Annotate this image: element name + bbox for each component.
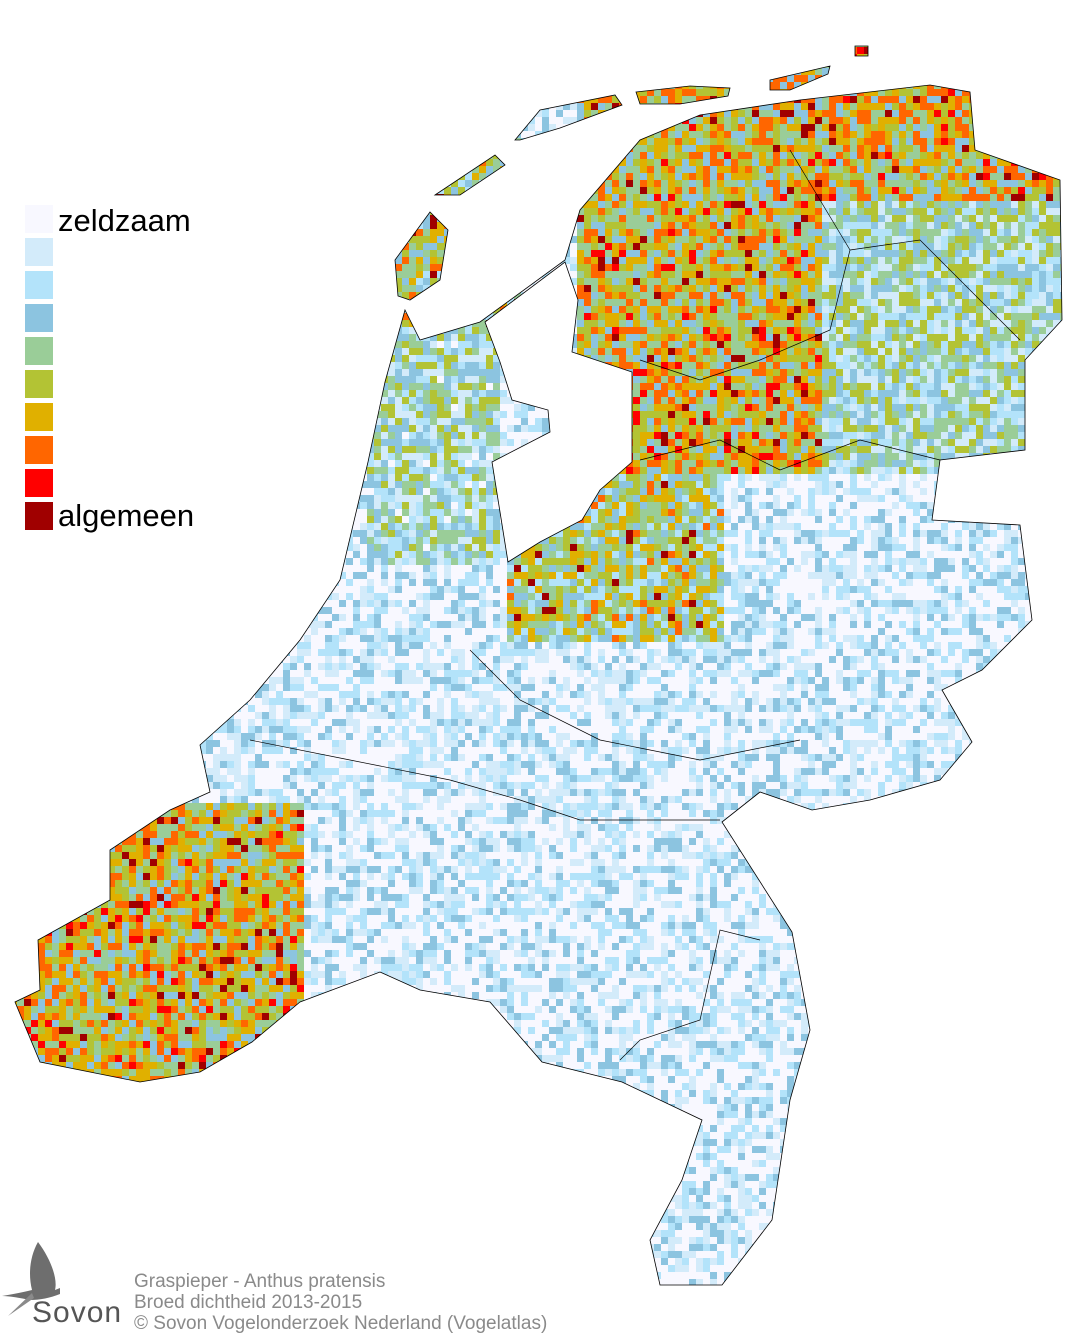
map-caption: Graspieper - Anthus pratensis Broed dich…: [134, 1271, 547, 1334]
legend-swatch-10: [25, 502, 53, 530]
species-name: Graspieper - Anthus pratensis: [134, 1271, 547, 1292]
copyright: © Sovon Vogelonderzoek Nederland (Vogela…: [134, 1313, 547, 1334]
map-subtitle: Broed dichtheid 2013-2015: [134, 1292, 547, 1313]
legend-swatch-9: [25, 469, 53, 497]
legend-label-rare: zeldzaam: [58, 207, 191, 235]
legend-label-common: algemeen: [58, 502, 194, 530]
legend-swatch-7: [25, 403, 53, 431]
legend-swatch-1: [25, 205, 53, 233]
legend-swatch-8: [25, 436, 53, 464]
legend-swatch-2: [25, 238, 53, 266]
legend-swatch-3: [25, 271, 53, 299]
logo-text: Sovon: [32, 1296, 122, 1330]
legend-swatch-6: [25, 370, 53, 398]
legend-swatch-5: [25, 337, 53, 365]
legend-swatch-4: [25, 304, 53, 332]
